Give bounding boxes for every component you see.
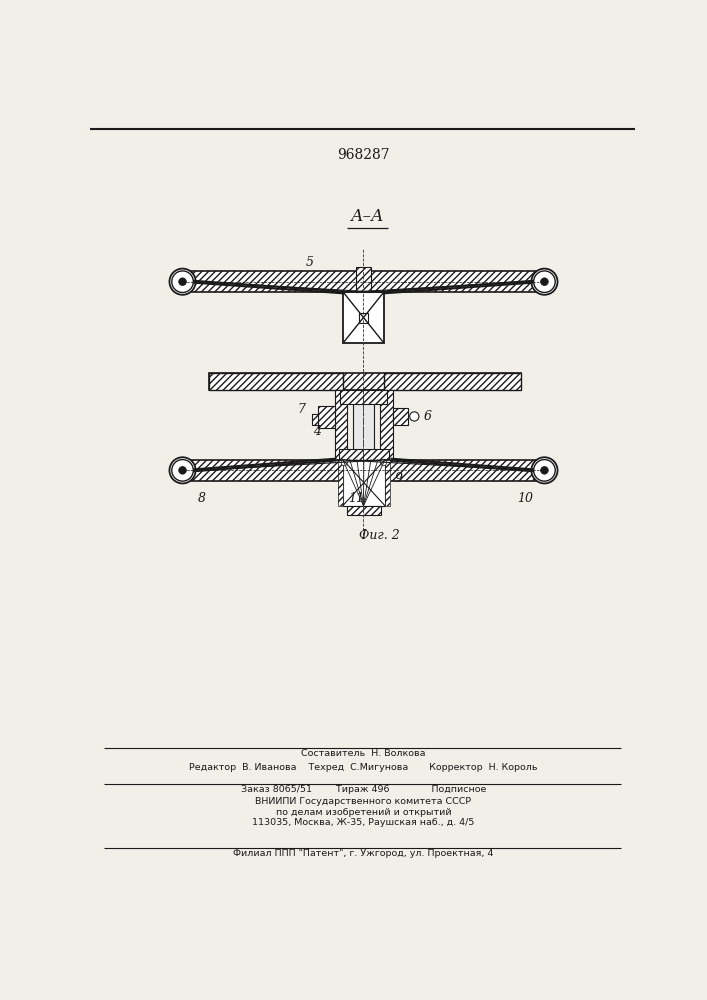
Bar [338,460,343,506]
Bar [356,267,371,292]
Text: Составитель  Н. Волкова: Составитель Н. Волкова [301,749,426,758]
Text: Фиг. 2: Фиг. 2 [358,529,399,542]
Text: ВНИИПИ Государственного комитета СССР: ВНИИПИ Государственного комитета СССР [255,797,472,806]
Bar [340,390,387,404]
Circle shape [541,466,549,474]
Bar [346,506,381,515]
Bar [380,390,393,460]
Bar [335,390,347,460]
Circle shape [170,457,196,483]
Bar [356,267,371,292]
Bar [338,460,343,506]
Circle shape [534,271,555,292]
Bar [176,271,551,292]
Bar [209,373,344,390]
Bar [318,406,335,428]
Circle shape [532,269,558,295]
Bar [209,373,521,390]
Circle shape [179,466,187,474]
Text: по делам изобретений и открытий: по делам изобретений и открытий [276,808,451,817]
Text: 6: 6 [423,410,431,423]
Bar [385,460,390,506]
Bar [385,460,390,506]
Text: Заказ 8065/51        Тираж 496              Подписное: Заказ 8065/51 Тираж 496 Подписное [241,785,486,794]
Bar [344,292,383,343]
Circle shape [380,460,387,466]
Circle shape [341,460,347,466]
Bar [340,390,387,404]
Text: 5: 5 [305,256,314,269]
Bar [176,460,551,481]
Bar [393,408,408,425]
Bar [353,390,374,460]
Circle shape [541,278,549,286]
Bar [209,373,521,390]
Text: А–А: А–А [351,208,384,225]
Bar [312,414,318,425]
Text: 9: 9 [395,472,403,485]
Text: 7: 7 [297,403,305,416]
Circle shape [409,412,419,421]
Circle shape [532,457,558,483]
Text: 11: 11 [348,492,364,505]
Text: 113035, Москва, Ж-35, Раушская наб., д. 4/5: 113035, Москва, Ж-35, Раушская наб., д. … [252,818,474,827]
Circle shape [534,460,555,481]
Bar [335,390,347,460]
Bar [383,373,521,390]
Bar [339,449,389,460]
Circle shape [172,271,193,292]
Circle shape [172,460,193,481]
Bar [393,408,408,425]
Bar [343,460,385,506]
Text: 968287: 968287 [337,148,390,162]
Bar [176,460,551,481]
Bar [380,390,393,460]
Bar [383,373,521,390]
Bar [359,313,368,323]
Circle shape [179,278,187,286]
Circle shape [170,269,196,295]
Bar [176,271,551,292]
Bar [346,506,381,515]
Text: 8: 8 [198,492,206,505]
Text: Редактор  В. Иванова    Техред  С.Мигунова       Корректор  Н. Король: Редактор В. Иванова Техред С.Мигунова Ко… [189,763,538,772]
Text: 4: 4 [313,425,321,438]
Bar [318,406,335,428]
Bar [209,373,344,390]
Bar [339,449,389,460]
Bar [312,414,318,425]
Text: Филиал ППП "Патент", г. Ужгород, ул. Проектная, 4: Филиал ППП "Патент", г. Ужгород, ул. Про… [233,849,493,858]
Text: 10: 10 [518,492,533,505]
